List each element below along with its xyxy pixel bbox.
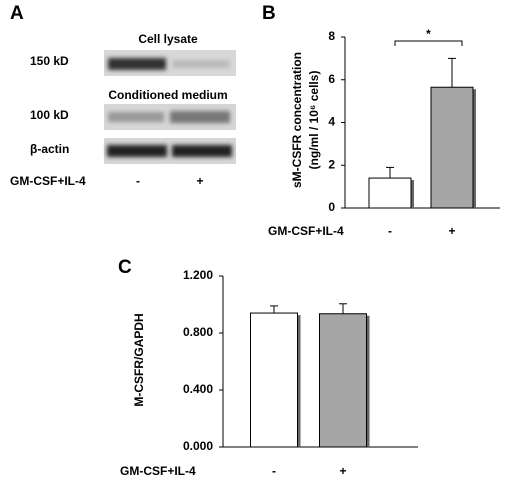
x-axis-label: GM-CSF+IL-4 — [268, 224, 344, 238]
panel-label: C — [118, 257, 132, 278]
y-axis-label: M-CSFR/GAPDH — [132, 313, 146, 406]
y-tick-label: 0.400 — [183, 382, 213, 396]
y-tick-label: 0.800 — [183, 325, 213, 339]
blot — [104, 104, 236, 130]
x-tick-label: + — [448, 224, 455, 238]
row-label: 100 kD — [30, 108, 69, 122]
bar — [430, 86, 474, 209]
y-tick-label: 0 — [328, 200, 335, 214]
panel-label: B — [262, 3, 276, 24]
x-axis-label: GM-CSF+IL-4 — [120, 464, 196, 478]
row-label: 150 kD — [30, 54, 69, 68]
y-axis-label: (ng/ml / 10⁶ cells) — [307, 71, 321, 170]
significance-bracket — [394, 40, 463, 46]
y-axis-label: sM-CSFR concentration — [290, 52, 304, 188]
section-label: Conditioned medium — [108, 88, 227, 102]
x-tick-label: - — [272, 464, 276, 478]
y-tick-label: 4 — [328, 115, 335, 129]
y-tick-label: 1.200 — [183, 268, 213, 282]
treatment-label: GM-CSF+IL-4 — [10, 174, 86, 188]
row-label: β-actin — [30, 142, 69, 156]
blot — [104, 138, 236, 164]
annotation: * — [426, 27, 431, 41]
bar — [368, 177, 412, 209]
section-label: Cell lysate — [138, 32, 198, 46]
condition-label: - — [136, 174, 140, 188]
x-tick-label: + — [339, 464, 346, 478]
x-tick-label: - — [388, 224, 392, 238]
blot — [104, 50, 236, 76]
bar — [250, 312, 298, 448]
y-tick-label: 0.000 — [183, 439, 213, 453]
panel-label: A — [10, 3, 24, 24]
y-tick-label: 2 — [328, 157, 335, 171]
condition-label: + — [196, 174, 203, 188]
y-tick-label: 8 — [328, 29, 335, 43]
y-tick-label: 6 — [328, 72, 335, 86]
bar — [319, 313, 367, 448]
